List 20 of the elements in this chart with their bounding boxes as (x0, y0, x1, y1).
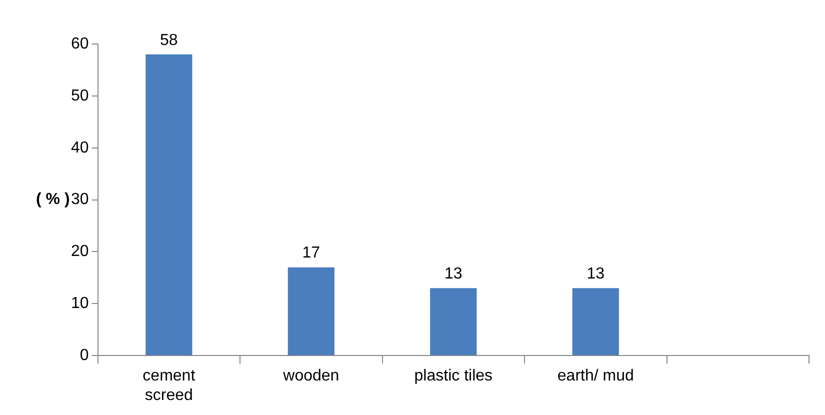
x-tick-label: earth/ mud (557, 368, 634, 385)
data-label: 13 (586, 265, 605, 282)
y-tick-label: 60 (71, 35, 89, 52)
x-tick-label: cement screed (142, 368, 196, 404)
bar (288, 267, 334, 356)
y-axis-title: ( % ) (36, 191, 70, 208)
data-label: 17 (302, 244, 320, 262)
bar (146, 54, 192, 356)
bar (572, 288, 619, 356)
y-tick-label: 30 (71, 191, 89, 208)
y-tick-label: 0 (80, 347, 89, 364)
y-tick-label: 10 (71, 295, 89, 312)
bar (430, 288, 477, 356)
data-label: 13 (444, 265, 462, 282)
data-label: 58 (160, 32, 178, 49)
y-tick-label: 40 (71, 139, 89, 156)
y-tick-label: 50 (71, 87, 89, 104)
x-tick-label: plastic tiles (414, 368, 493, 385)
y-tick-label: 20 (71, 243, 89, 260)
x-tick-label: wooden (282, 368, 340, 385)
